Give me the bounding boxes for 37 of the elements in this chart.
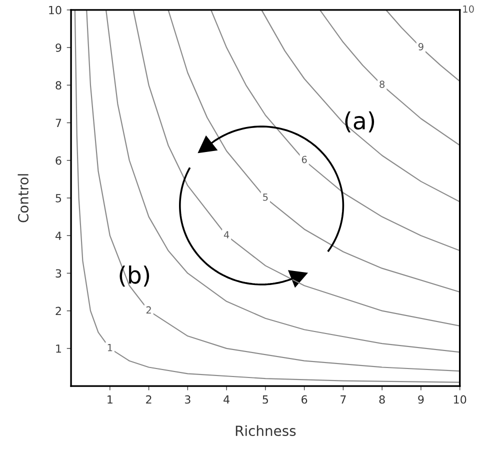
- x-tick-label: 8: [379, 395, 385, 404]
- series-label: 2: [146, 306, 151, 314]
- y-tick-label: 1: [56, 344, 61, 353]
- x-tick-label: 3: [184, 395, 190, 404]
- y-tick-label: 4: [55, 232, 62, 240]
- text: 10: [463, 5, 474, 13]
- x-tick-label: 10: [454, 395, 466, 404]
- x-tick-label: 4: [224, 395, 230, 404]
- series-label: 4: [224, 231, 230, 238]
- series-label: 1: [108, 344, 112, 352]
- x-tick-label: 1: [108, 395, 112, 404]
- y-tick-label: 7: [56, 118, 62, 127]
- series-label: 9: [418, 43, 424, 50]
- series-label: 6: [302, 156, 307, 164]
- x-axis-title: Richness: [236, 425, 296, 436]
- y-tick-label: 8: [56, 81, 62, 90]
- y-tick-label: 10: [49, 6, 62, 14]
- x-tick-label: 5: [262, 395, 268, 404]
- series-label: 8: [380, 80, 385, 88]
- annotation: (a): [345, 111, 374, 132]
- line-series: [319, 10, 460, 146]
- y-tick-label: 5: [56, 194, 62, 202]
- y-tick-label: 9: [56, 44, 62, 52]
- annotation: (b): [120, 266, 150, 287]
- line-series: [260, 10, 460, 202]
- series-label: 5: [263, 194, 268, 201]
- y-tick-label: 6: [56, 156, 62, 165]
- y-tick-label: 3: [56, 269, 62, 278]
- line-series: [168, 10, 460, 293]
- y-axis-title: Control: [18, 174, 29, 222]
- x-tick-label: 6: [302, 395, 308, 404]
- y-tick-label: 2: [56, 306, 61, 316]
- line-series: [385, 10, 460, 82]
- line-series: [210, 10, 460, 252]
- x-tick-label: 9: [418, 395, 424, 404]
- x-tick-label: 7: [340, 395, 346, 404]
- x-tick-label: 2: [146, 395, 152, 404]
